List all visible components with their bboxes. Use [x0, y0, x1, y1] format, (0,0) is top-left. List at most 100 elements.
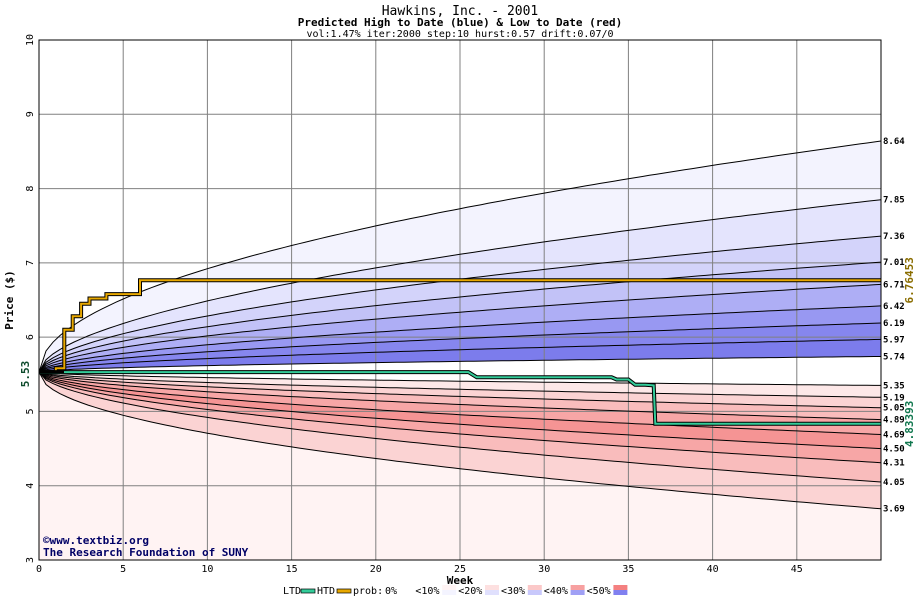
y-tick-label: 7 [25, 260, 36, 266]
legend-ltd-swatch [300, 588, 316, 594]
legend-prob-label: prob: [353, 586, 383, 597]
chart-params: vol:1.47% iter:2000 step:10 hurst:0.57 d… [306, 29, 613, 40]
x-tick-label: 30 [538, 564, 550, 575]
curve-end-label: 6.19 [883, 319, 905, 329]
legend-prob-swatch-high [613, 590, 628, 595]
low-curve-4.89 [38, 371, 882, 421]
low-curve-4.31 [38, 371, 882, 464]
y-tick-label: 3 [25, 557, 36, 563]
x-tick-label: 10 [201, 564, 213, 575]
legend-prob-swatch-high [399, 590, 414, 595]
curve-end-label: 8.64 [883, 137, 905, 147]
band-high-1 [39, 141, 881, 373]
curve-end-label: 3.69 [883, 505, 905, 515]
htd-series-line [39, 279, 881, 374]
y-axis-label: Price ($) [3, 270, 16, 330]
band-low-5 [39, 372, 881, 449]
legend-prob-swatch-high [485, 590, 499, 595]
curve-end-label: 5.35 [883, 381, 905, 391]
high-curve-7.01 [38, 261, 882, 373]
y-tick-label: 10 [25, 34, 36, 46]
ltd-series-line [39, 371, 881, 425]
curve-end-labels: 8.64 7.85 7.36 7.01 6.71 6.42 6.19 5.97 5.74 5.35… [883, 137, 905, 515]
low-curve-4.69 [38, 371, 882, 435]
high-curve-5.97 [38, 338, 882, 373]
band-low-outer [39, 372, 881, 560]
legend-htd-label: HTD [317, 586, 335, 597]
legend-prob-swatch-high [527, 590, 542, 595]
y-tick-labels: 3 4 5 6 7 8 9 10 [25, 34, 36, 563]
x-tick-label: 45 [791, 564, 803, 575]
legend-prob-swatch-high [442, 590, 457, 595]
series-lines [39, 278, 881, 426]
high-curve-6.19 [38, 322, 882, 373]
y-tick-label: 6 [25, 334, 36, 340]
curve-end-label: 4.69 [883, 430, 905, 440]
x-axis-label: Week [447, 574, 474, 587]
band-high-5 [39, 284, 881, 373]
curve-end-label: 5.05 [883, 404, 905, 414]
low-curve-5.35 [38, 371, 881, 386]
curve-end-label: 5.97 [883, 335, 905, 345]
legend-prob-swatch-low [613, 585, 628, 590]
chart-title: Hawkins, Inc. - 2001 [382, 4, 539, 19]
band-low-3 [39, 372, 881, 420]
curve-end-label: 4.50 [883, 445, 905, 455]
legend-prob-swatch-low [442, 585, 457, 590]
legend-prob-entry: <40% [544, 586, 568, 597]
x-tick-label: 5 [120, 564, 126, 575]
x-tick-label: 40 [707, 564, 719, 575]
start-price-label: 5.53 [19, 361, 32, 388]
high-curve-8.64 [38, 140, 882, 373]
y-tick-label: 4 [25, 483, 36, 489]
low-curve-5.05 [38, 371, 882, 409]
curve-end-label: 6.42 [883, 302, 905, 312]
low-curve-4.50 [38, 371, 882, 450]
x-tick-label: 25 [454, 564, 466, 575]
chart-subtitle: Predicted High to Date (blue) & Low to D… [298, 16, 623, 29]
curve-end-label: 5.19 [883, 393, 905, 403]
band-high-6 [39, 305, 881, 373]
legend-prob-entry: <20% [458, 586, 482, 597]
legend-prob-swatch-high [570, 590, 585, 595]
y-tick-label: 9 [25, 111, 36, 117]
legend-prob-swatch-low [527, 585, 542, 590]
legend-prob-entry: <50% [587, 586, 611, 597]
ltd-end-value: 4.83393 [903, 401, 916, 447]
high-curve-5.74 [38, 356, 881, 373]
y-tick-label: 5 [25, 408, 36, 414]
band-high-2 [39, 199, 881, 373]
legend-prob-swatch-low [570, 585, 585, 590]
curve-end-label: 7.36 [883, 232, 905, 242]
curve-end-label: 4.05 [883, 478, 905, 488]
legend-htd-swatch [336, 588, 352, 594]
curve-end-label: 7.85 [883, 196, 905, 206]
curve-end-label: 5.74 [883, 352, 905, 362]
band-low-4 [39, 372, 881, 435]
band-high-4 [39, 262, 881, 373]
curve-end-label: 6.71 [883, 280, 905, 290]
band-high-3 [39, 236, 881, 373]
legend-prob-entry: <30% [501, 586, 525, 597]
curve-end-label: 4.31 [883, 459, 905, 469]
x-tick-labels: 0 5 10 15 20 25 30 35 40 45 [36, 564, 803, 575]
legend-prob-swatch-low [399, 585, 414, 590]
high-curve-7.85 [38, 199, 882, 373]
legend-prob-entry: <10% [415, 586, 439, 597]
curve-end-label: 7.01 [883, 258, 905, 268]
high-curve-6.42 [38, 305, 882, 373]
high-curve-6.71 [38, 283, 882, 373]
legend-prob-swatch-low [485, 585, 499, 590]
plot-frame [38, 39, 882, 561]
y-tick-label: 8 [25, 186, 36, 192]
band-low-6 [39, 372, 881, 463]
credit-website: ©www.textbiz.org [43, 534, 149, 547]
legend-prob-entry: 0% [385, 586, 397, 597]
htd-end-value: 6.76453 [903, 257, 916, 303]
curve-end-label: 4.89 [883, 416, 905, 426]
percentile-curves [38, 140, 882, 510]
legend-ltd-label: LTD [283, 586, 301, 597]
band-low-8 [39, 372, 881, 509]
x-tick-label: 35 [622, 564, 634, 575]
